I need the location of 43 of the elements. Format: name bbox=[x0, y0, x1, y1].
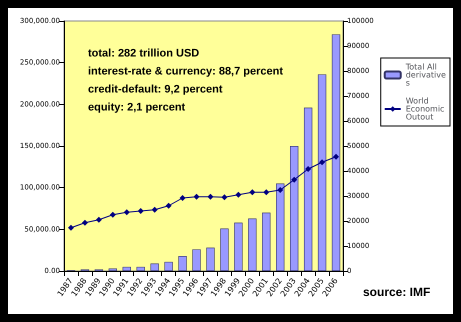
point bbox=[166, 202, 172, 209]
bar bbox=[276, 184, 284, 271]
point bbox=[138, 208, 144, 214]
point bbox=[319, 159, 326, 166]
point bbox=[110, 212, 116, 218]
bar bbox=[262, 212, 270, 271]
bar bbox=[234, 222, 243, 271]
bar bbox=[122, 266, 131, 271]
source-note: source: IMF bbox=[363, 285, 430, 299]
annotation: equity: 2,1 percent bbox=[88, 102, 186, 114]
legend-label: Total All derivatives bbox=[404, 62, 446, 88]
bar bbox=[164, 262, 173, 271]
bar bbox=[332, 34, 340, 271]
annotation: credit-default: 9,2 percent bbox=[88, 84, 223, 96]
annotation: total: 282 trillion USD bbox=[88, 48, 200, 60]
point bbox=[124, 209, 130, 216]
point bbox=[277, 187, 284, 193]
point bbox=[305, 166, 312, 172]
point bbox=[194, 194, 200, 200]
bar bbox=[178, 256, 187, 271]
bar bbox=[206, 248, 215, 271]
bar bbox=[136, 266, 145, 271]
bar bbox=[290, 146, 298, 271]
bar bbox=[304, 108, 312, 271]
point bbox=[68, 224, 74, 231]
point bbox=[96, 216, 102, 223]
bar bbox=[220, 228, 229, 271]
bar bbox=[318, 74, 326, 271]
bar bbox=[150, 264, 159, 271]
point bbox=[221, 194, 228, 200]
point bbox=[263, 189, 270, 196]
point bbox=[249, 189, 256, 196]
point bbox=[180, 195, 186, 201]
point bbox=[291, 176, 298, 183]
bar bbox=[192, 249, 201, 271]
point bbox=[235, 192, 242, 198]
point bbox=[82, 220, 88, 226]
legend-label: World Economic Outout bbox=[406, 96, 448, 122]
point bbox=[333, 154, 340, 160]
point bbox=[152, 206, 158, 213]
annotation: interest-rate & currency: 88,7 percent bbox=[88, 66, 284, 78]
bar bbox=[248, 218, 257, 271]
point bbox=[207, 194, 214, 200]
